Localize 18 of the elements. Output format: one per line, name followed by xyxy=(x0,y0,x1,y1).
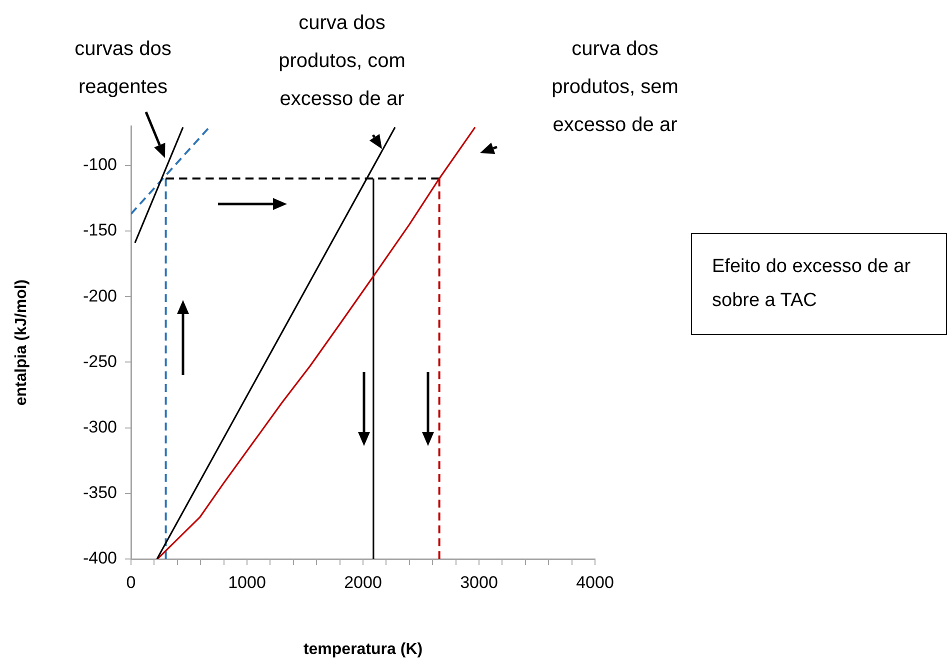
y-tick-label: -100 xyxy=(82,155,117,174)
text: curva dos produtos, com excesso de ar xyxy=(278,11,406,112)
x-axis-title: temperatura (K) xyxy=(303,640,423,658)
text: curvas dos reagentes xyxy=(74,37,172,100)
y-tick-label: -300 xyxy=(82,417,117,436)
annotation: curva dos produtos, sem excesso de ar xyxy=(550,37,680,138)
y-tick-label: -400 xyxy=(82,548,117,568)
x-tick-label: 3000 xyxy=(460,572,498,592)
y-tick-label: -150 xyxy=(82,220,117,240)
y-tick-label: -200 xyxy=(82,286,117,306)
y-tick-label: -350 xyxy=(82,483,117,502)
x-tick-label: 1000 xyxy=(228,572,266,592)
text: Efeito do excesso de ar sobre a TAC xyxy=(691,233,947,335)
y-tick-label: -250 xyxy=(82,352,117,371)
x-tick-label: 4000 xyxy=(576,572,614,592)
x-tick-label: 0 xyxy=(126,572,136,592)
x-tick-label: 2000 xyxy=(344,572,382,592)
y-axis-title: entalpia (kJ/mol) xyxy=(13,279,30,406)
